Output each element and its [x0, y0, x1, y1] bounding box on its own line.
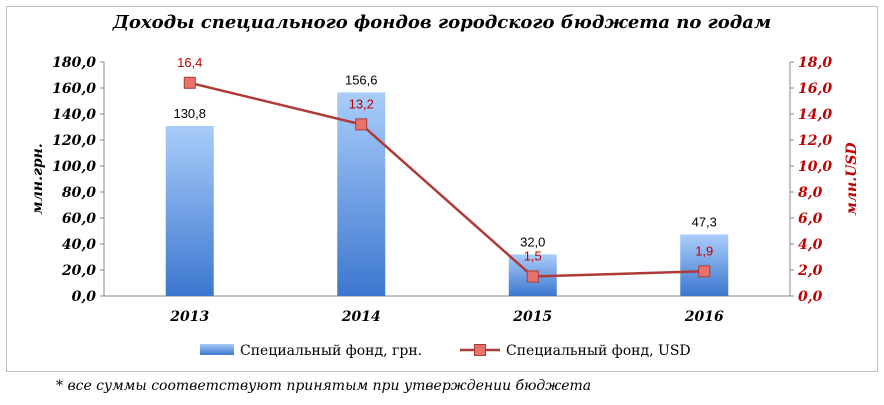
- bar: [680, 234, 729, 296]
- line-data-label: 13,2: [349, 96, 374, 111]
- line-marker: [526, 270, 539, 283]
- legend-label-bar: Специальный фонд, грн.: [240, 343, 422, 359]
- y-tick-label-right: 6,0: [798, 211, 823, 227]
- line-marker: [698, 265, 711, 278]
- bar-data-label: 130,8: [173, 106, 206, 121]
- x-tick-label: 2015: [512, 309, 552, 325]
- legend-label-line: Специальный фонд, USD: [506, 343, 691, 359]
- x-tick-label: 2014: [341, 309, 381, 325]
- y-tick-label-left: 180,0: [52, 55, 96, 71]
- y-tick-label-right: 16,0: [798, 81, 832, 97]
- y-tick-label-left: 160,0: [52, 81, 96, 97]
- y-axis-right-title: млн.USD: [844, 142, 860, 216]
- bar-data-label: 47,3: [692, 215, 717, 230]
- y-tick-label-right: 18,0: [798, 55, 832, 71]
- y-tick-label-right: 2,0: [797, 263, 823, 279]
- y-tick-label-left: 140,0: [52, 107, 96, 123]
- x-tick-label: 2016: [684, 309, 724, 325]
- bar-data-label: 32,0: [520, 234, 545, 249]
- y-tick-label-left: 40,0: [62, 237, 96, 253]
- y-tick-label-right: 0,0: [798, 289, 823, 305]
- y-tick-label-right: 4,0: [798, 237, 823, 253]
- line-marker: [183, 76, 196, 89]
- y-tick-label-right: 14,0: [798, 107, 832, 123]
- chart-title: Доходы специального фондов городского бю…: [112, 12, 772, 33]
- legend-swatch-marker: [474, 344, 486, 356]
- line-series: [189, 81, 705, 278]
- y-tick-label-right: 10,0: [798, 159, 832, 175]
- line-marker: [355, 118, 368, 131]
- chart-frame: [6, 6, 878, 372]
- bar: [165, 125, 214, 297]
- x-tick-label: 2013: [169, 309, 209, 325]
- line-data-label: 16,4: [177, 55, 202, 70]
- legend-swatch-bar: [200, 344, 234, 355]
- y-tick-label-right: 12,0: [798, 133, 832, 149]
- y-tick-label-left: 100,0: [52, 159, 96, 175]
- bar-data-label: 156,6: [345, 72, 378, 87]
- y-tick-label-left: 0,0: [72, 289, 97, 305]
- y-tick-label-right: 8,0: [798, 185, 823, 201]
- y-tick-label-left: 20,0: [61, 263, 96, 279]
- line-data-label: 1,9: [695, 243, 713, 258]
- line-data-label: 1,5: [524, 249, 542, 264]
- y-tick-label-left: 60,0: [62, 211, 96, 227]
- footnote: * все суммы соответствуют принятым при у…: [56, 378, 592, 394]
- y-tick-label-left: 120,0: [52, 133, 96, 149]
- y-axis-left-title: млн.грн.: [30, 143, 46, 214]
- y-tick-label-left: 80,0: [62, 185, 96, 201]
